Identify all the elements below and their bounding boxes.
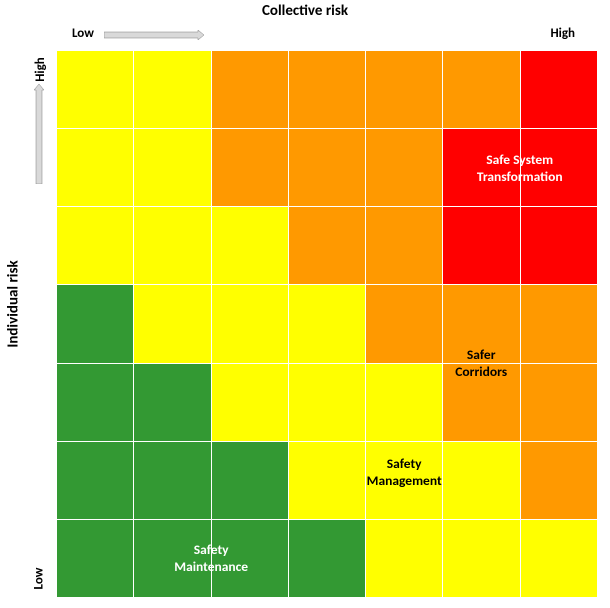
matrix-cell	[521, 207, 597, 284]
arrow-right-icon	[104, 30, 204, 40]
matrix-cell	[134, 129, 210, 206]
matrix-cell	[366, 364, 442, 441]
x-axis-high-label: High	[550, 26, 575, 41]
zone-label: Safety Maintenance	[174, 541, 248, 576]
matrix-cell	[212, 129, 288, 206]
matrix-cell	[134, 207, 210, 284]
y-axis-low-label: Low	[31, 568, 46, 590]
matrix-cell	[443, 442, 519, 519]
matrix-cell	[57, 442, 133, 519]
matrix-cell	[57, 51, 133, 128]
matrix-cell	[521, 51, 597, 128]
matrix-cell	[521, 285, 597, 362]
matrix-cell	[289, 207, 365, 284]
matrix-cell	[443, 51, 519, 128]
zone-label: Safety Management	[367, 455, 442, 490]
matrix-cell	[443, 207, 519, 284]
matrix-cell	[366, 129, 442, 206]
matrix-cell	[289, 285, 365, 362]
matrix-cell	[521, 520, 597, 597]
zone-label: Safer Corridors	[455, 346, 507, 381]
matrix-cell	[57, 285, 133, 362]
arrow-up-icon	[34, 84, 44, 184]
matrix-cell	[212, 442, 288, 519]
matrix-cell	[134, 51, 210, 128]
x-axis-title: Collective risk	[0, 2, 610, 20]
matrix-cell	[289, 129, 365, 206]
y-axis-high-label: High	[33, 57, 48, 82]
matrix-cell	[57, 364, 133, 441]
y-axis-title: Individual risk	[4, 0, 24, 608]
matrix-cell	[521, 442, 597, 519]
matrix-cell	[57, 520, 133, 597]
matrix-cell	[57, 129, 133, 206]
matrix-cell	[57, 207, 133, 284]
matrix-cell	[366, 520, 442, 597]
risk-matrix-grid: Safe System Transformation Safer Corridor…	[56, 50, 598, 598]
y-axis: High Low	[26, 50, 52, 598]
matrix-cell	[289, 51, 365, 128]
matrix-cell	[289, 442, 365, 519]
matrix-cell	[212, 207, 288, 284]
matrix-cell	[289, 520, 365, 597]
matrix-cell	[212, 51, 288, 128]
matrix-cell	[443, 520, 519, 597]
matrix-cell	[521, 364, 597, 441]
matrix-cell	[212, 364, 288, 441]
matrix-cell	[134, 364, 210, 441]
matrix-cell	[366, 285, 442, 362]
matrix-cell	[366, 207, 442, 284]
matrix-cell	[134, 285, 210, 362]
matrix-cell	[134, 442, 210, 519]
matrix-cell	[366, 51, 442, 128]
x-axis: Low High	[72, 24, 575, 44]
matrix-cell	[289, 364, 365, 441]
matrix-cell	[212, 285, 288, 362]
zone-label: Safe System Transformation	[477, 151, 563, 186]
x-axis-low-label: Low	[72, 26, 94, 41]
